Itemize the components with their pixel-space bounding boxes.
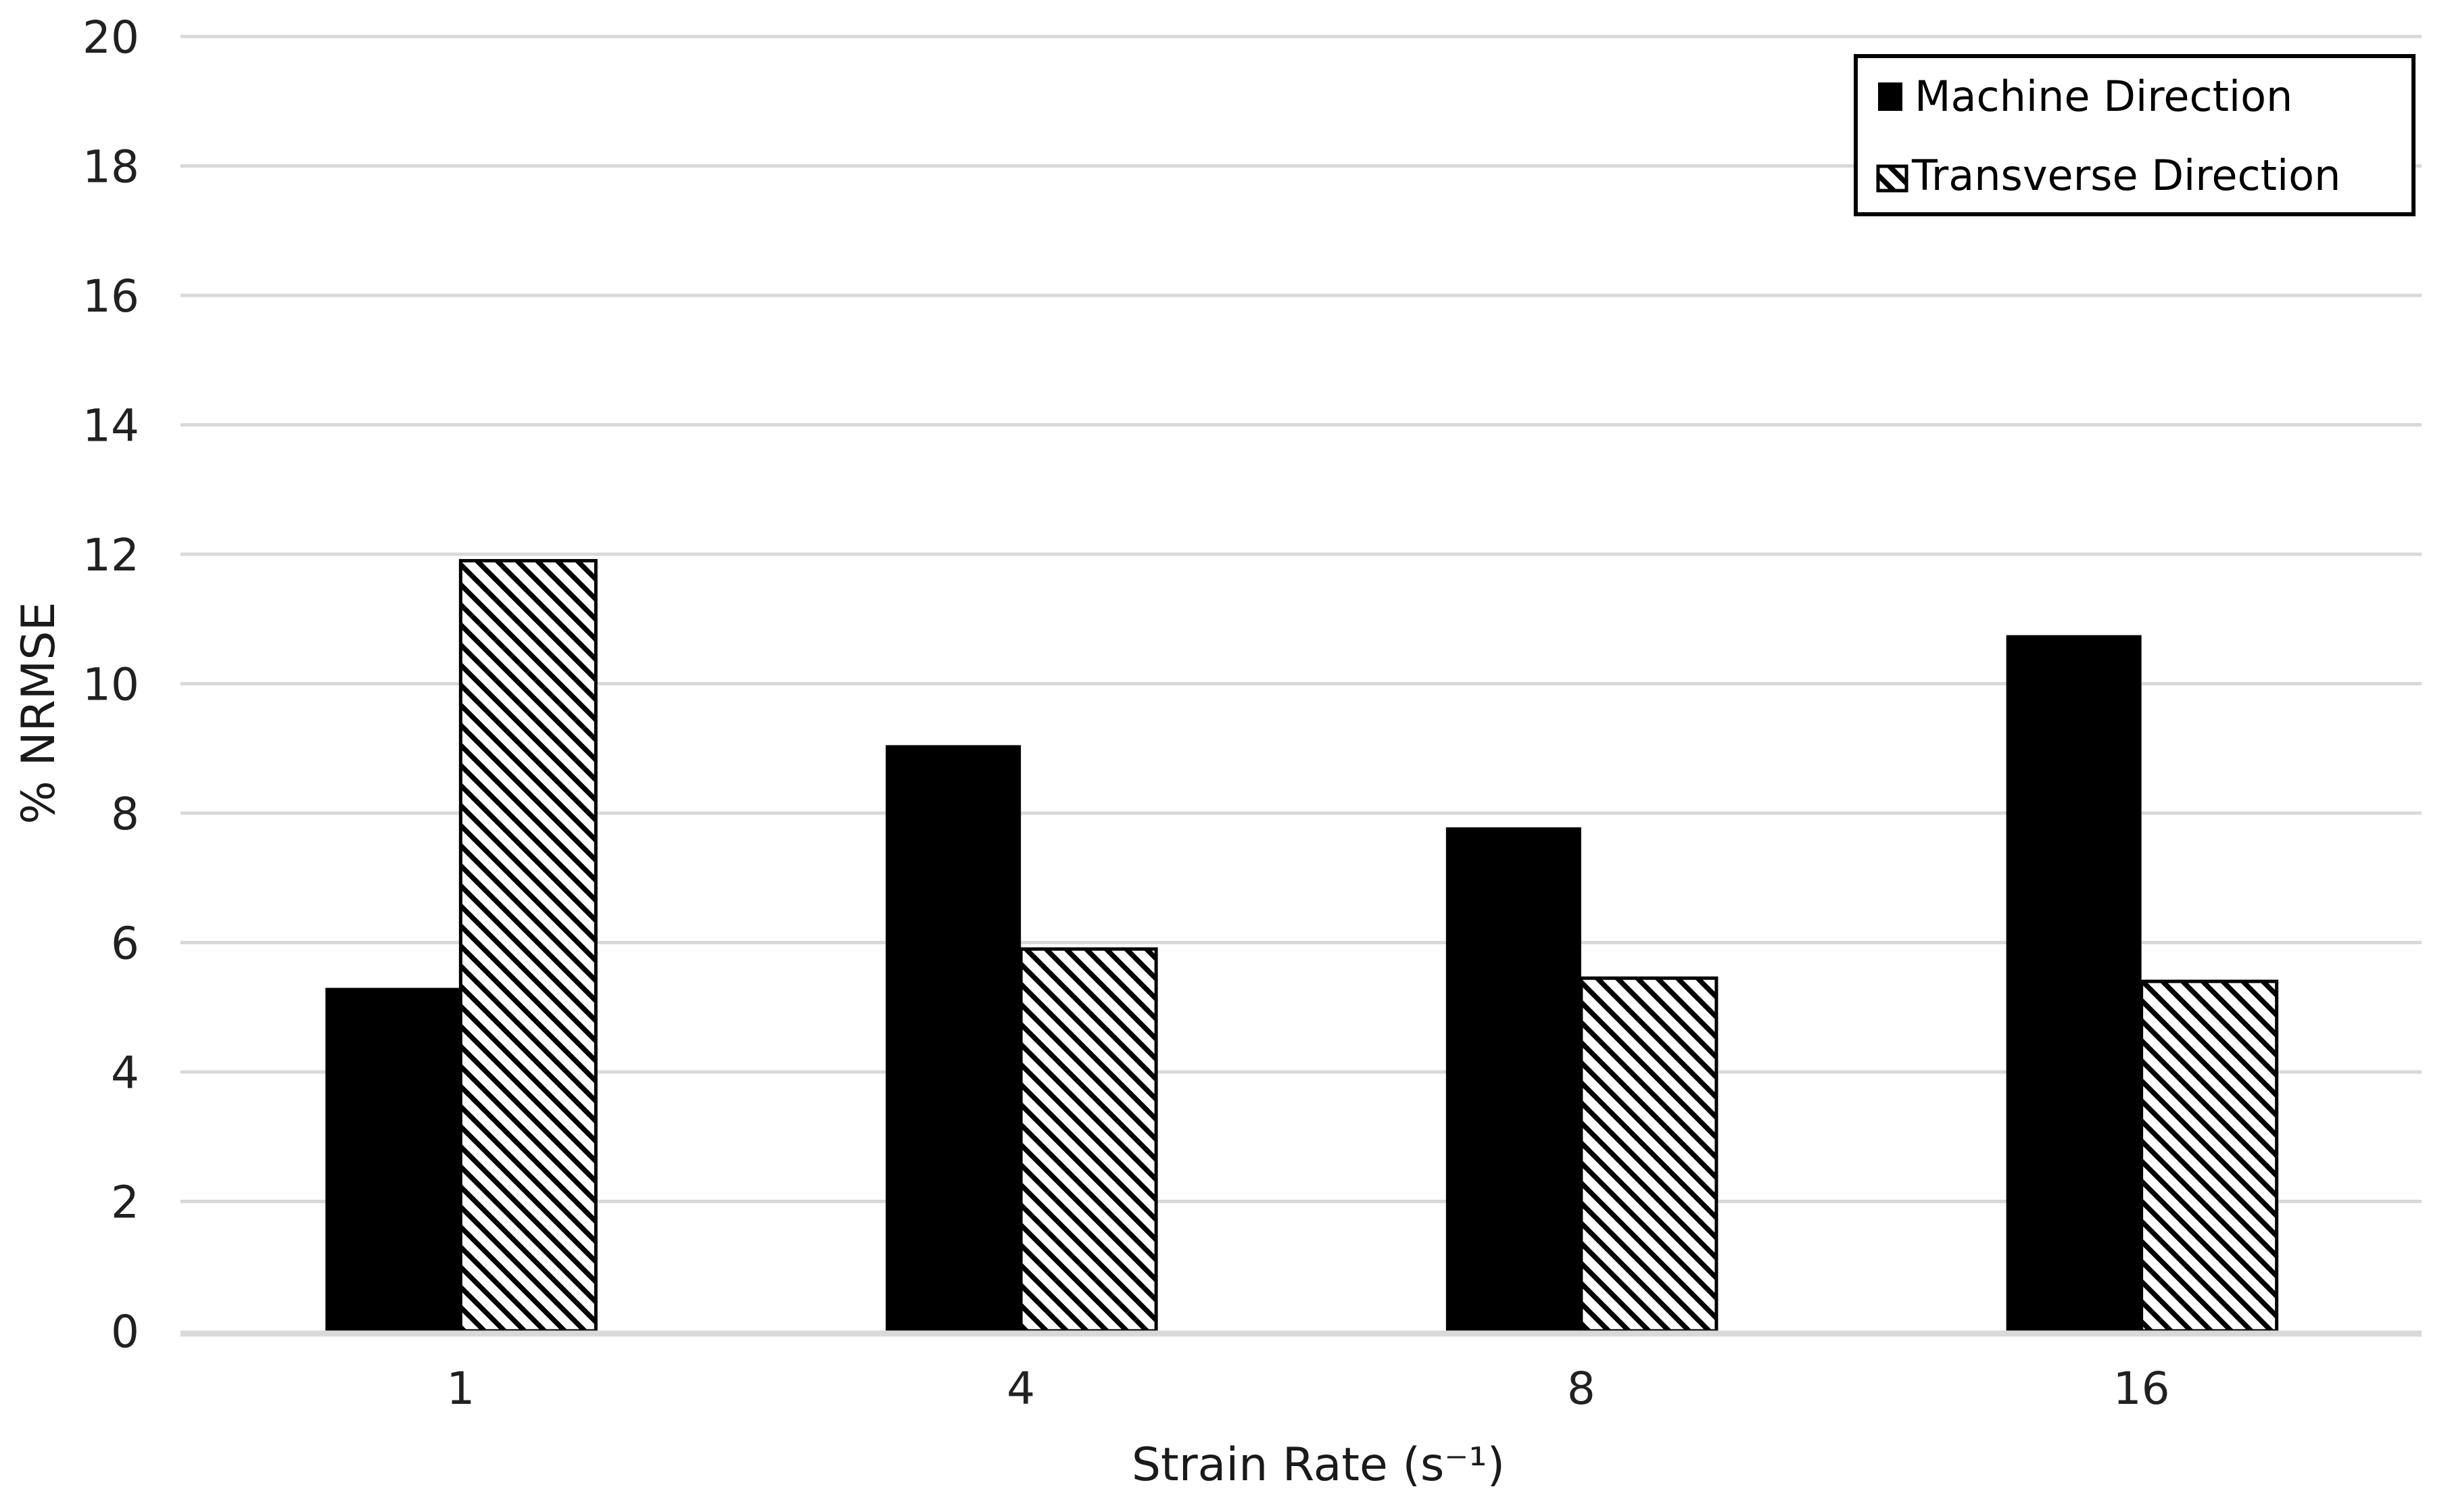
y-tick-label-8: 8	[111, 788, 139, 840]
bars	[325, 559, 2279, 1333]
bar-machine-direction-16	[2006, 635, 2142, 1331]
y-tick-label-14: 14	[82, 400, 139, 452]
x-axis-title: Strain Rate (s⁻¹)	[1132, 1438, 1505, 1492]
legend-box	[1854, 54, 2416, 216]
x-axis-tick-labels: 1 4 8 16	[446, 1363, 2169, 1415]
y-tick-label-4: 4	[111, 1047, 139, 1099]
y-tick-label-0: 0	[111, 1306, 139, 1358]
x-tick-label-8: 8	[1567, 1363, 1595, 1415]
y-axis-tick-labels: 0 2 4 6 8 10 12 14 16 18 20	[82, 11, 139, 1358]
legend-marker-transverse-direction-icon	[1876, 164, 1908, 193]
legend: Machine Direction Transverse Direction	[1854, 54, 2416, 216]
y-tick-label-18: 18	[82, 141, 139, 193]
x-tick-label-1: 1	[446, 1363, 475, 1415]
y-tick-label-6: 6	[111, 918, 139, 970]
y-axis-title: % NRMSE	[12, 602, 66, 824]
legend-label-transverse-direction: Transverse Direction	[1911, 151, 2340, 200]
y-tick-label-10: 10	[82, 659, 139, 711]
y-tick-label-16: 16	[82, 270, 139, 322]
bar-machine-direction-1	[325, 987, 461, 1331]
legend-label-machine-direction: Machine Direction	[1915, 72, 2292, 121]
x-tick-label-16: 16	[2113, 1363, 2170, 1415]
y-tick-label-2: 2	[111, 1177, 139, 1229]
bar-machine-direction-4	[886, 745, 1022, 1331]
legend-marker-machine-direction-icon	[1878, 82, 1902, 111]
y-tick-label-12: 12	[82, 529, 139, 581]
bar-transverse-direction-16	[2140, 979, 2279, 1333]
x-tick-label-4: 4	[1007, 1363, 1035, 1415]
y-tick-label-20: 20	[82, 11, 139, 64]
bar-machine-direction-8	[1445, 827, 1581, 1331]
bar-transverse-direction-1	[458, 559, 598, 1333]
bar-transverse-direction-8	[1579, 976, 1719, 1333]
bar-transverse-direction-4	[1019, 947, 1158, 1333]
